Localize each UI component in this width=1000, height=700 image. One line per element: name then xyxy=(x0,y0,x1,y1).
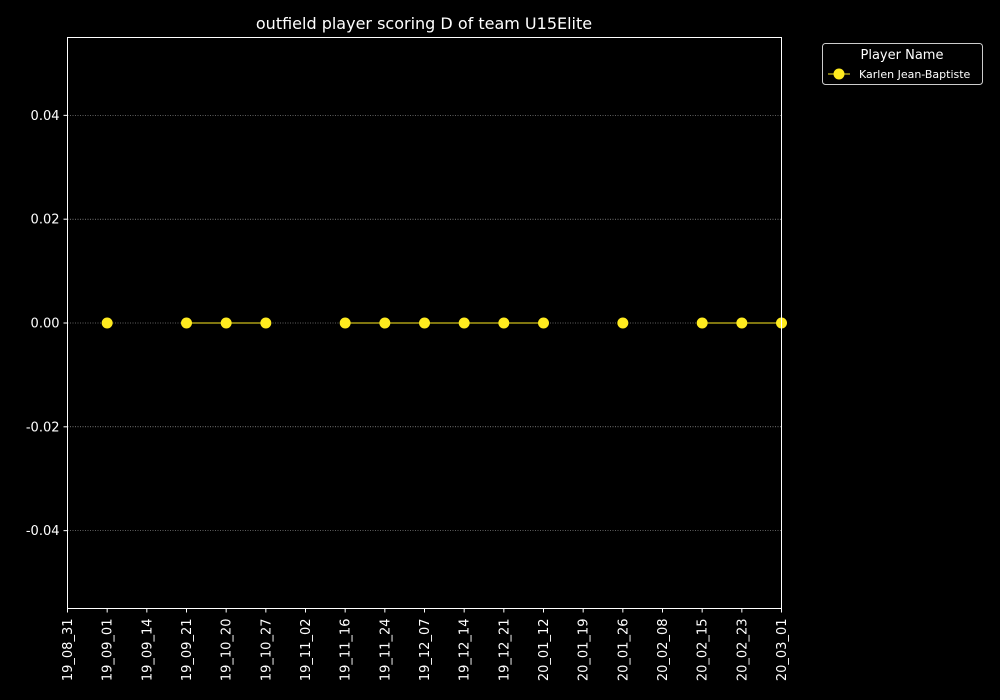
x-tick-label: 19_12_07 xyxy=(418,619,433,682)
x-tick-label: 19_11_16 xyxy=(339,619,354,682)
x-tick-label: 19_09_01 xyxy=(101,619,116,682)
x-axis: 19_08_31 19_09_01 19_09_14 19_09_21 19_10_20… xyxy=(61,608,790,682)
legend-label: Karlen Jean-Baptiste xyxy=(859,68,971,81)
y-tick-label: -0.04 xyxy=(26,524,60,539)
x-tick-label: 20_03_01 xyxy=(775,619,790,682)
data-point xyxy=(419,317,430,329)
data-point xyxy=(736,317,748,329)
data-point xyxy=(220,317,232,329)
x-tick-label: 19_12_14 xyxy=(458,619,473,682)
data-point xyxy=(379,317,391,329)
data-point xyxy=(260,317,272,329)
legend: Player Name Karlen Jean-Baptiste xyxy=(822,43,983,85)
data-point xyxy=(339,317,351,329)
data-point xyxy=(101,317,113,329)
x-tick-label: 19_08_31 xyxy=(61,619,76,682)
data-point xyxy=(498,317,510,329)
data-point xyxy=(538,317,549,329)
x-tick-label: 20_01_12 xyxy=(537,619,552,682)
legend-point-marker xyxy=(833,68,845,80)
y-axis: -0.04 -0.02 0.00 0.02 0.04 xyxy=(26,109,68,539)
y-tick-label: -0.02 xyxy=(26,420,60,435)
x-tick-label: 20_01_19 xyxy=(577,619,592,682)
data-point xyxy=(181,317,192,329)
x-tick-label: 20_02_23 xyxy=(735,619,750,682)
x-tick-label: 20_01_26 xyxy=(616,619,631,682)
legend-title: Player Name xyxy=(861,48,944,63)
data-point xyxy=(617,317,629,329)
x-tick-label: 20_02_08 xyxy=(656,619,671,682)
legend-box xyxy=(822,43,983,85)
chart-title: outfield player scoring D of team U15Eli… xyxy=(256,14,592,33)
x-tick-label: 19_11_24 xyxy=(378,619,393,682)
data-point xyxy=(696,317,708,329)
series-layer xyxy=(101,317,787,329)
x-tick-label: 19_12_21 xyxy=(497,619,512,682)
y-tick-label: 0.04 xyxy=(31,109,60,124)
x-tick-label: 19_11_02 xyxy=(299,619,314,682)
x-tick-label: 20_02_15 xyxy=(696,619,711,682)
x-tick-label: 19_10_20 xyxy=(220,619,235,682)
y-tick-label: 0.00 xyxy=(31,317,60,332)
x-tick-label: 19_09_21 xyxy=(180,619,195,682)
x-tick-label: 19_10_27 xyxy=(259,619,274,682)
x-tick-label: 19_09_14 xyxy=(140,619,155,682)
y-tick-label: 0.02 xyxy=(31,213,60,228)
grid-lines xyxy=(67,115,782,531)
data-point xyxy=(458,317,470,329)
